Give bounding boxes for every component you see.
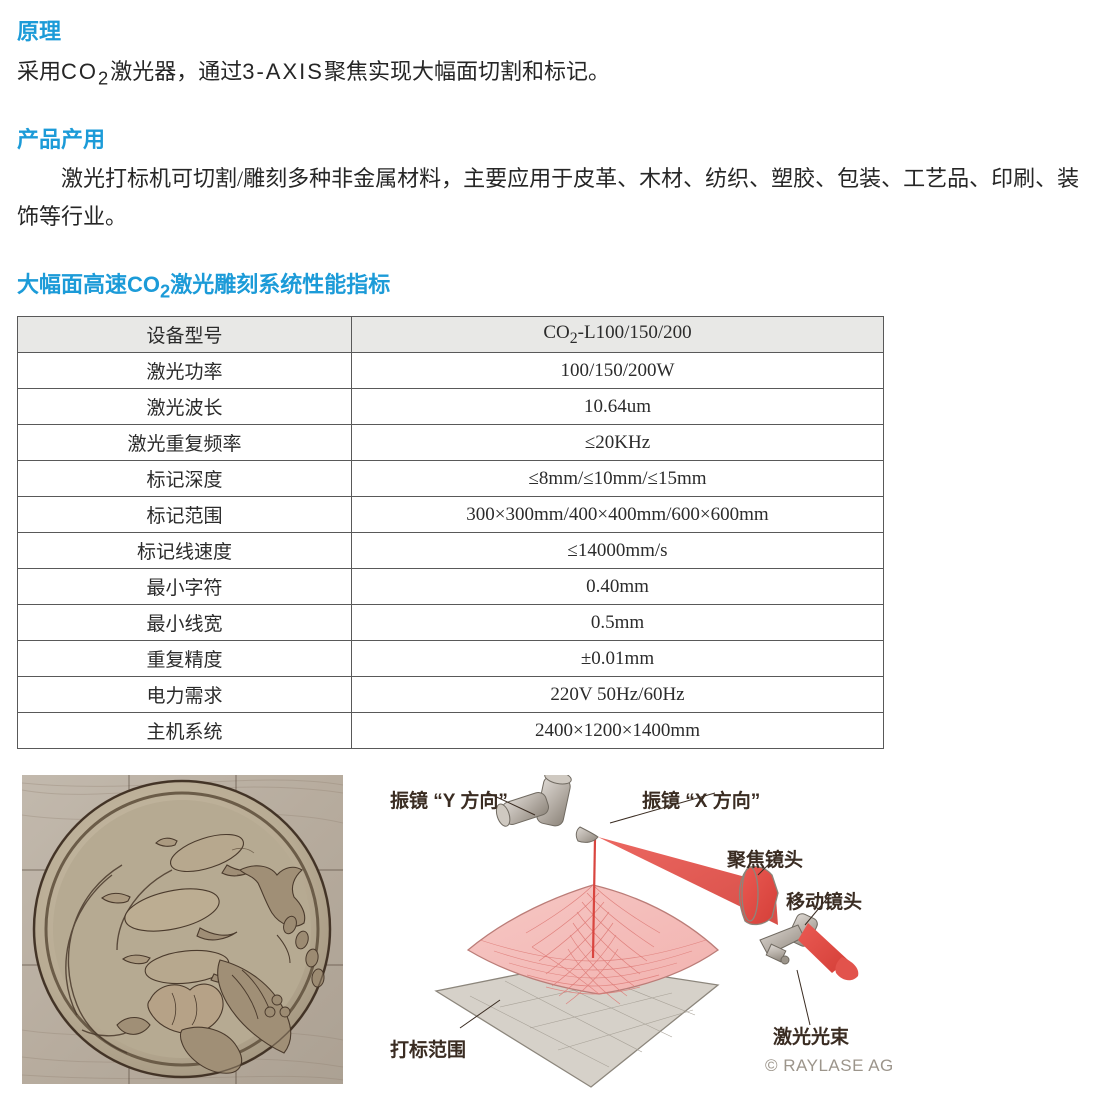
svg-text:振镜 “Y 方向”: 振镜 “Y 方向” <box>390 789 508 812</box>
svg-text:© RAYLASE AG: © RAYLASE AG <box>765 1056 894 1075</box>
svg-text:打标范围: 打标范围 <box>390 1038 466 1061</box>
svg-text:聚焦镜头: 聚焦镜头 <box>726 848 803 871</box>
svg-text:激光光束: 激光光束 <box>773 1025 850 1048</box>
